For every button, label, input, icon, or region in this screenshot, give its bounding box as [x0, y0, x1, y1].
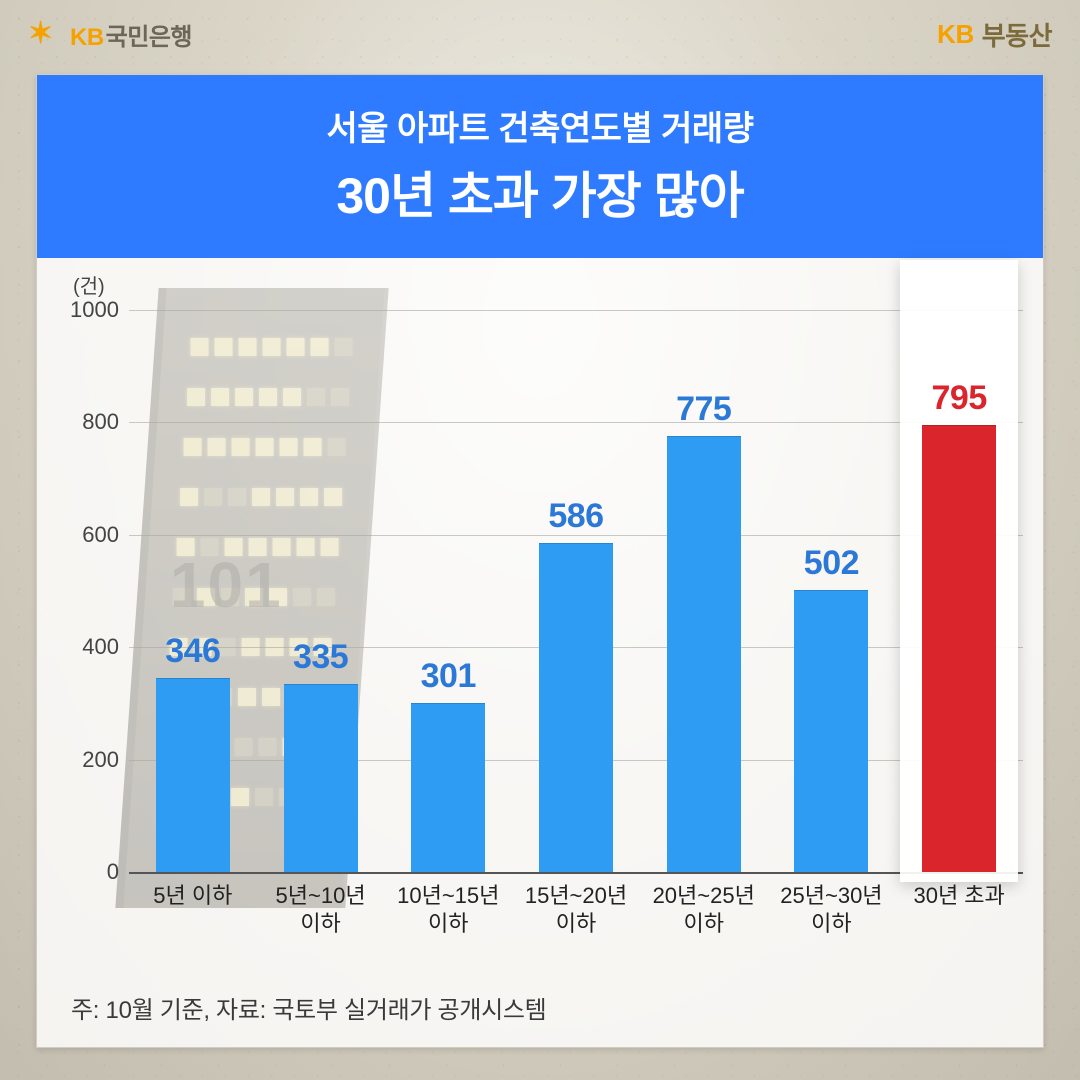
footnote: 주: 10월 기준, 자료: 국토부 실거래가 공개시스템 [37, 990, 1043, 1047]
bar: 30110년~15년이하 [411, 703, 485, 872]
bar: 77520년~25년이하 [667, 436, 741, 872]
x-category-label: 5년~10년이하 [256, 882, 386, 937]
logo-right-prefix: KB [937, 19, 974, 50]
y-tick-label: 0 [59, 859, 119, 885]
logo-kb-bank: KB국민은행 [28, 17, 192, 52]
x-category-label: 20년~25년이하 [639, 882, 769, 937]
header: KB국민은행 KB 부동산 [0, 0, 1080, 68]
logo-left-prefix: KB [70, 24, 104, 51]
title-band: 서울 아파트 건축연도별 거래량 30년 초과 가장 많아 [37, 75, 1043, 258]
y-tick-label: 800 [59, 409, 119, 435]
chart-area: (건) 020040060080010003465년 이하3355년~10년이하… [37, 258, 1043, 990]
bar: 3465년 이하 [156, 678, 230, 872]
bar-value-label: 301 [421, 657, 476, 696]
star-icon [28, 20, 62, 48]
bar: 58615년~20년이하 [539, 543, 613, 872]
bar-value-label: 795 [932, 379, 987, 418]
plot-region: 020040060080010003465년 이하3355년~10년이하3011… [129, 310, 1023, 872]
logo-kb-realestate: KB 부동산 [937, 16, 1052, 53]
bar: 50225년~30년이하 [794, 590, 868, 872]
bar-value-label: 335 [293, 638, 348, 677]
gridline [129, 310, 1023, 311]
y-tick-label: 400 [59, 634, 119, 660]
bar-value-label: 586 [548, 497, 603, 536]
gridline [129, 872, 1023, 874]
bar: 3355년~10년이하 [284, 684, 358, 872]
y-tick-label: 200 [59, 747, 119, 773]
bar: 79530년 초과 [922, 425, 996, 872]
logo-right-text: 부동산 [982, 16, 1052, 53]
title-subtitle: 서울 아파트 건축연도별 거래량 [57, 101, 1023, 150]
x-category-label: 15년~20년이하 [511, 882, 641, 937]
y-tick-label: 600 [59, 522, 119, 548]
x-category-label: 10년~15년이하 [383, 882, 513, 937]
gridline [129, 422, 1023, 423]
bar-value-label: 346 [165, 632, 220, 671]
content-card: 서울 아파트 건축연도별 거래량 30년 초과 가장 많아 (건) 0 200 40… [36, 74, 1044, 1048]
bar-value-label: 775 [676, 390, 731, 429]
x-category-label: 5년 이하 [128, 882, 258, 910]
y-unit-label: (건) [73, 270, 105, 299]
y-tick-label: 1000 [59, 297, 119, 323]
x-category-label: 30년 초과 [894, 882, 1024, 910]
logo-left-text: 국민은행 [106, 24, 192, 51]
x-category-label: 25년~30년이하 [766, 882, 896, 937]
bar-value-label: 502 [804, 544, 859, 583]
title-main: 30년 초과 가장 많아 [57, 156, 1023, 228]
